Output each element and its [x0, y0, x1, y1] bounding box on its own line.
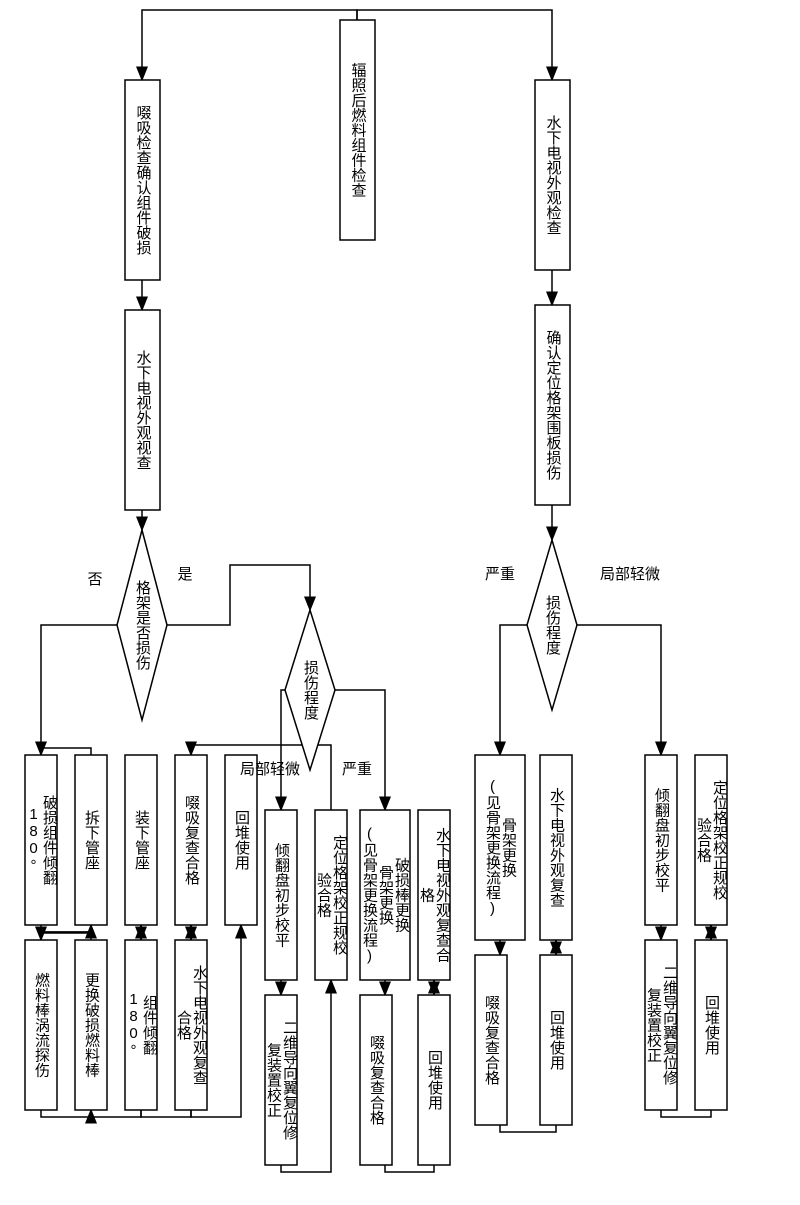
svg-text:回堆使用: 回堆使用: [233, 810, 250, 871]
node-root: 辐照后燃料组件检查: [340, 20, 375, 240]
node-no9: 回堆使用: [225, 755, 257, 925]
edge-label: 严重: [342, 761, 372, 778]
edge-label: 是: [177, 566, 192, 583]
node-ls2: 啜吸复查合格: [360, 995, 392, 1165]
node-no1: 破损组件倾翻180°: [25, 755, 58, 925]
svg-text:(见骨架更换流程): (见骨架更换流程): [361, 826, 378, 965]
node-ls3: 水下电视外观复查合格: [418, 810, 451, 980]
edge-label: 局部轻微: [240, 761, 300, 778]
node-ll2: 二维导向翼复位修复装置校正: [265, 995, 298, 1165]
node-rl2: 二维导向翼复位修复装置校正: [645, 940, 678, 1110]
svg-text:骨架更换: 骨架更换: [377, 865, 394, 926]
node-ll1: 倾翻盘初步校平: [265, 810, 297, 980]
node-rs2: 啜吸复查合格: [475, 955, 507, 1125]
node-no6: 组件倾翻180°: [125, 940, 158, 1110]
svg-text:组件倾翻: 组件倾翻: [141, 995, 158, 1055]
svg-text:啜吸复查合格: 啜吸复查合格: [483, 995, 500, 1085]
node-rl3: 定位格架校正规校验合格: [695, 755, 728, 925]
node-rl4: 回堆使用: [695, 940, 727, 1110]
svg-text:180°: 180°: [25, 806, 42, 874]
node-no4: 更换破损燃料棒: [75, 940, 107, 1110]
edge-root-rightA: [357, 10, 552, 80]
svg-text:水下电视外观复查合: 水下电视外观复查合: [434, 828, 451, 963]
node-rightB: 确认定位格架围板损伤: [535, 305, 570, 505]
svg-text:装下管座: 装下管座: [133, 810, 150, 870]
svg-text:破损组件倾翻: 破损组件倾翻: [41, 795, 58, 885]
svg-text:二维导向翼复位修: 二维导向翼复位修: [661, 965, 678, 1085]
node-ls1: 破损棒更换骨架更换(见骨架更换流程): [360, 810, 410, 980]
svg-text:验合格: 验合格: [695, 818, 712, 863]
svg-text:验合格: 验合格: [315, 873, 332, 918]
node-leftB: 水下电视外观视查: [125, 310, 160, 510]
nodes-layer: 辐照后燃料组件检查 啜吸检查确认组件破损水下电视外观视查格架是否损伤 水下电视外观检…: [25, 20, 728, 1165]
edge-rightDmd-rl1: [577, 625, 661, 755]
node-no3: 燃料棒涡流探伤: [25, 940, 57, 1110]
node-ll3: 定位格架校正规校验合格: [315, 810, 348, 980]
node-no7: 啜吸复查合格: [175, 755, 207, 925]
edge-labels-layer: 否是局部轻微严重严重局部轻微: [87, 566, 660, 778]
node-no5: 装下管座: [125, 755, 157, 925]
svg-text:啜吸复查合格: 啜吸复查合格: [368, 1035, 385, 1125]
svg-text:回堆使用: 回堆使用: [703, 995, 720, 1056]
svg-text:水下电视外观检查: 水下电视外观检查: [545, 115, 562, 235]
edge-label: 否: [87, 571, 102, 588]
svg-text:水下电视外观视查: 水下电视外观视查: [135, 350, 152, 470]
svg-text:(见骨架更换流程): (见骨架更换流程): [484, 778, 501, 917]
svg-text:定位格架校正规校: 定位格架校正规校: [331, 835, 348, 955]
svg-text:二维导向翼复位修: 二维导向翼复位修: [281, 1020, 298, 1140]
edge-label: 局部轻微: [600, 566, 660, 583]
edge-rightDmd-rs1: [500, 625, 527, 755]
node-no2: 拆下管座: [75, 755, 107, 925]
svg-text:180°: 180°: [125, 991, 142, 1059]
svg-text:复装置校正: 复装置校正: [265, 1042, 282, 1118]
node-rightDmd: 损伤程度: [527, 540, 577, 710]
edge-root-leftA: [142, 10, 357, 80]
node-rs3: 水下电视外观复查: [540, 755, 572, 940]
svg-text:格: 格: [418, 888, 435, 903]
svg-text:格架是否损伤: 格架是否损伤: [134, 580, 151, 671]
edge-no3-no4: [41, 1110, 91, 1117]
edge-ldmd-ls1: [335, 690, 385, 810]
node-ls4: 回堆使用: [418, 995, 450, 1165]
svg-text:骨架更换: 骨架更换: [500, 818, 517, 879]
svg-text:水下电视外观复查: 水下电视外观复查: [191, 965, 208, 1085]
flowchart-canvas: 辐照后燃料组件检查 啜吸检查确认组件破损水下电视外观视查格架是否损伤 水下电视外观检…: [0, 0, 800, 1205]
svg-text:倾翻盘初步校平: 倾翻盘初步校平: [273, 843, 290, 948]
node-leftDmd: 格架是否损伤: [117, 530, 167, 720]
edge-ldmd-ll1: [281, 690, 285, 810]
svg-text:确认定位格架围板损伤: 确认定位格架围板损伤: [545, 330, 562, 481]
svg-text:回堆使用: 回堆使用: [426, 1050, 443, 1111]
svg-text:损伤程度: 损伤程度: [544, 595, 561, 655]
edge-leftDmd-no1: [41, 625, 117, 755]
svg-text:水下电视外观复查: 水下电视外观复查: [548, 788, 565, 908]
svg-text:回堆使用: 回堆使用: [548, 1010, 565, 1071]
svg-text:定位格架校正规校: 定位格架校正规校: [711, 780, 728, 900]
svg-text:辐照后燃料组件检查: 辐照后燃料组件检查: [350, 63, 367, 198]
edge-no4-no3: [41, 933, 91, 940]
node-rightA: 水下电视外观检查: [535, 80, 570, 270]
svg-text:复装置校正: 复装置校正: [645, 987, 662, 1063]
svg-text:损伤程度: 损伤程度: [302, 660, 319, 720]
edge-no2-no1: [41, 748, 91, 755]
node-rl1: 倾翻盘初步校平: [645, 755, 677, 925]
svg-text:倾翻盘初步校平: 倾翻盘初步校平: [653, 788, 670, 893]
node-leftA: 啜吸检查确认组件破损: [125, 80, 160, 280]
svg-text:合格: 合格: [175, 1010, 192, 1040]
edge-no1-no2: [41, 925, 91, 932]
svg-text:啜吸检查确认组件破损: 啜吸检查确认组件破损: [135, 105, 152, 256]
node-ldmd: 损伤程度: [285, 610, 335, 770]
svg-text:更换破损燃料棒: 更换破损燃料棒: [83, 973, 100, 1078]
node-rs1: 骨架更换(见骨架更换流程): [475, 755, 525, 940]
svg-text:拆下管座: 拆下管座: [83, 810, 100, 870]
svg-text:破损棒更换: 破损棒更换: [393, 858, 410, 934]
node-no8: 水下电视外观复查合格: [175, 940, 208, 1110]
node-rs4: 回堆使用: [540, 955, 572, 1125]
edge-label: 严重: [485, 566, 515, 583]
svg-text:燃料棒涡流探伤: 燃料棒涡流探伤: [33, 972, 50, 1079]
svg-text:啜吸复查合格: 啜吸复查合格: [183, 795, 200, 885]
